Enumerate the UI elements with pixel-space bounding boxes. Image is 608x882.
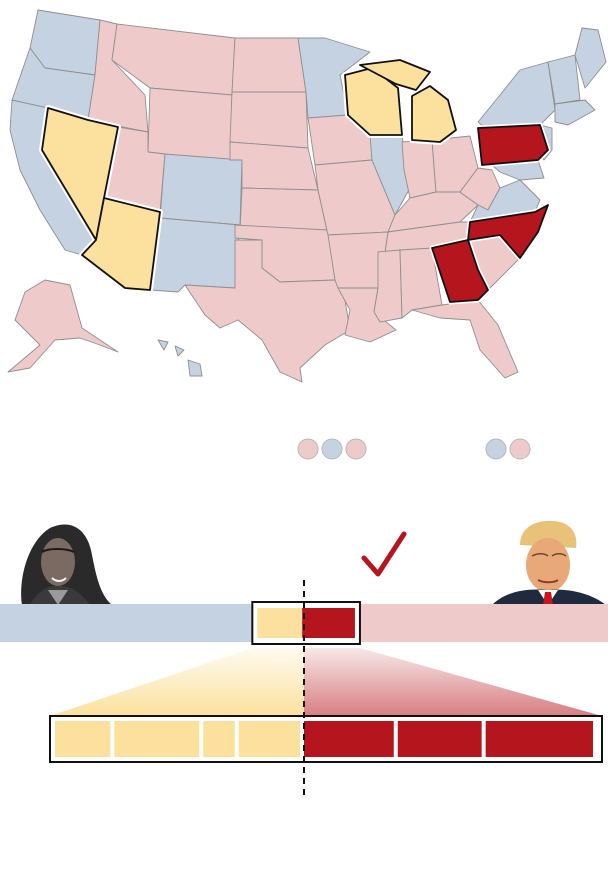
legend-dots-right [485, 438, 531, 460]
state-michigan-outline [359, 59, 457, 143]
state-maine[interactable] [574, 27, 607, 89]
state-north-carolina[interactable] [467, 204, 549, 259]
legend-dot-dem [485, 438, 507, 460]
harris-portrait [21, 524, 112, 605]
swing-segment-dem [114, 721, 200, 757]
funnel-rep [304, 648, 602, 716]
legend-dot-rep [345, 438, 367, 460]
legend-dot-rep [509, 438, 531, 460]
state-massachusetts-ct-ri[interactable] [554, 99, 596, 126]
bar-segment-swing-rep [302, 608, 355, 638]
swing-segment-rep [485, 721, 593, 757]
swing-segment-dem [238, 721, 300, 757]
bar-segment-swing-dem [257, 608, 303, 638]
swing-segment-rep [397, 721, 482, 757]
state-alaska[interactable] [7, 279, 119, 373]
state-texas[interactable] [184, 239, 351, 383]
bar-segment-dem [0, 604, 253, 642]
checkmark-icon [361, 531, 407, 577]
legend-dot-dem [321, 438, 343, 460]
state-vermont-nh[interactable] [547, 54, 581, 105]
state-arizona-outline [81, 197, 161, 291]
bar-segment-rep [359, 604, 608, 642]
trump-portrait [492, 520, 606, 605]
swing-segment-dem [55, 721, 111, 757]
swing-funnel [50, 648, 602, 716]
legend-dot-rep [297, 438, 319, 460]
state-pennsylvania[interactable] [477, 124, 549, 166]
swing-segment-dem [203, 721, 235, 757]
swing-state-breakdown-bar [49, 715, 603, 763]
swing-segment-rep [304, 721, 394, 757]
electoral-vote-bar [0, 601, 608, 645]
state-hawaii[interactable] [157, 339, 203, 377]
state-georgia[interactable] [431, 239, 489, 303]
us-election-map [7, 9, 607, 383]
funnel-dem [50, 648, 304, 716]
legend-dots-left [297, 438, 367, 460]
swing-highlight-box [251, 601, 361, 645]
